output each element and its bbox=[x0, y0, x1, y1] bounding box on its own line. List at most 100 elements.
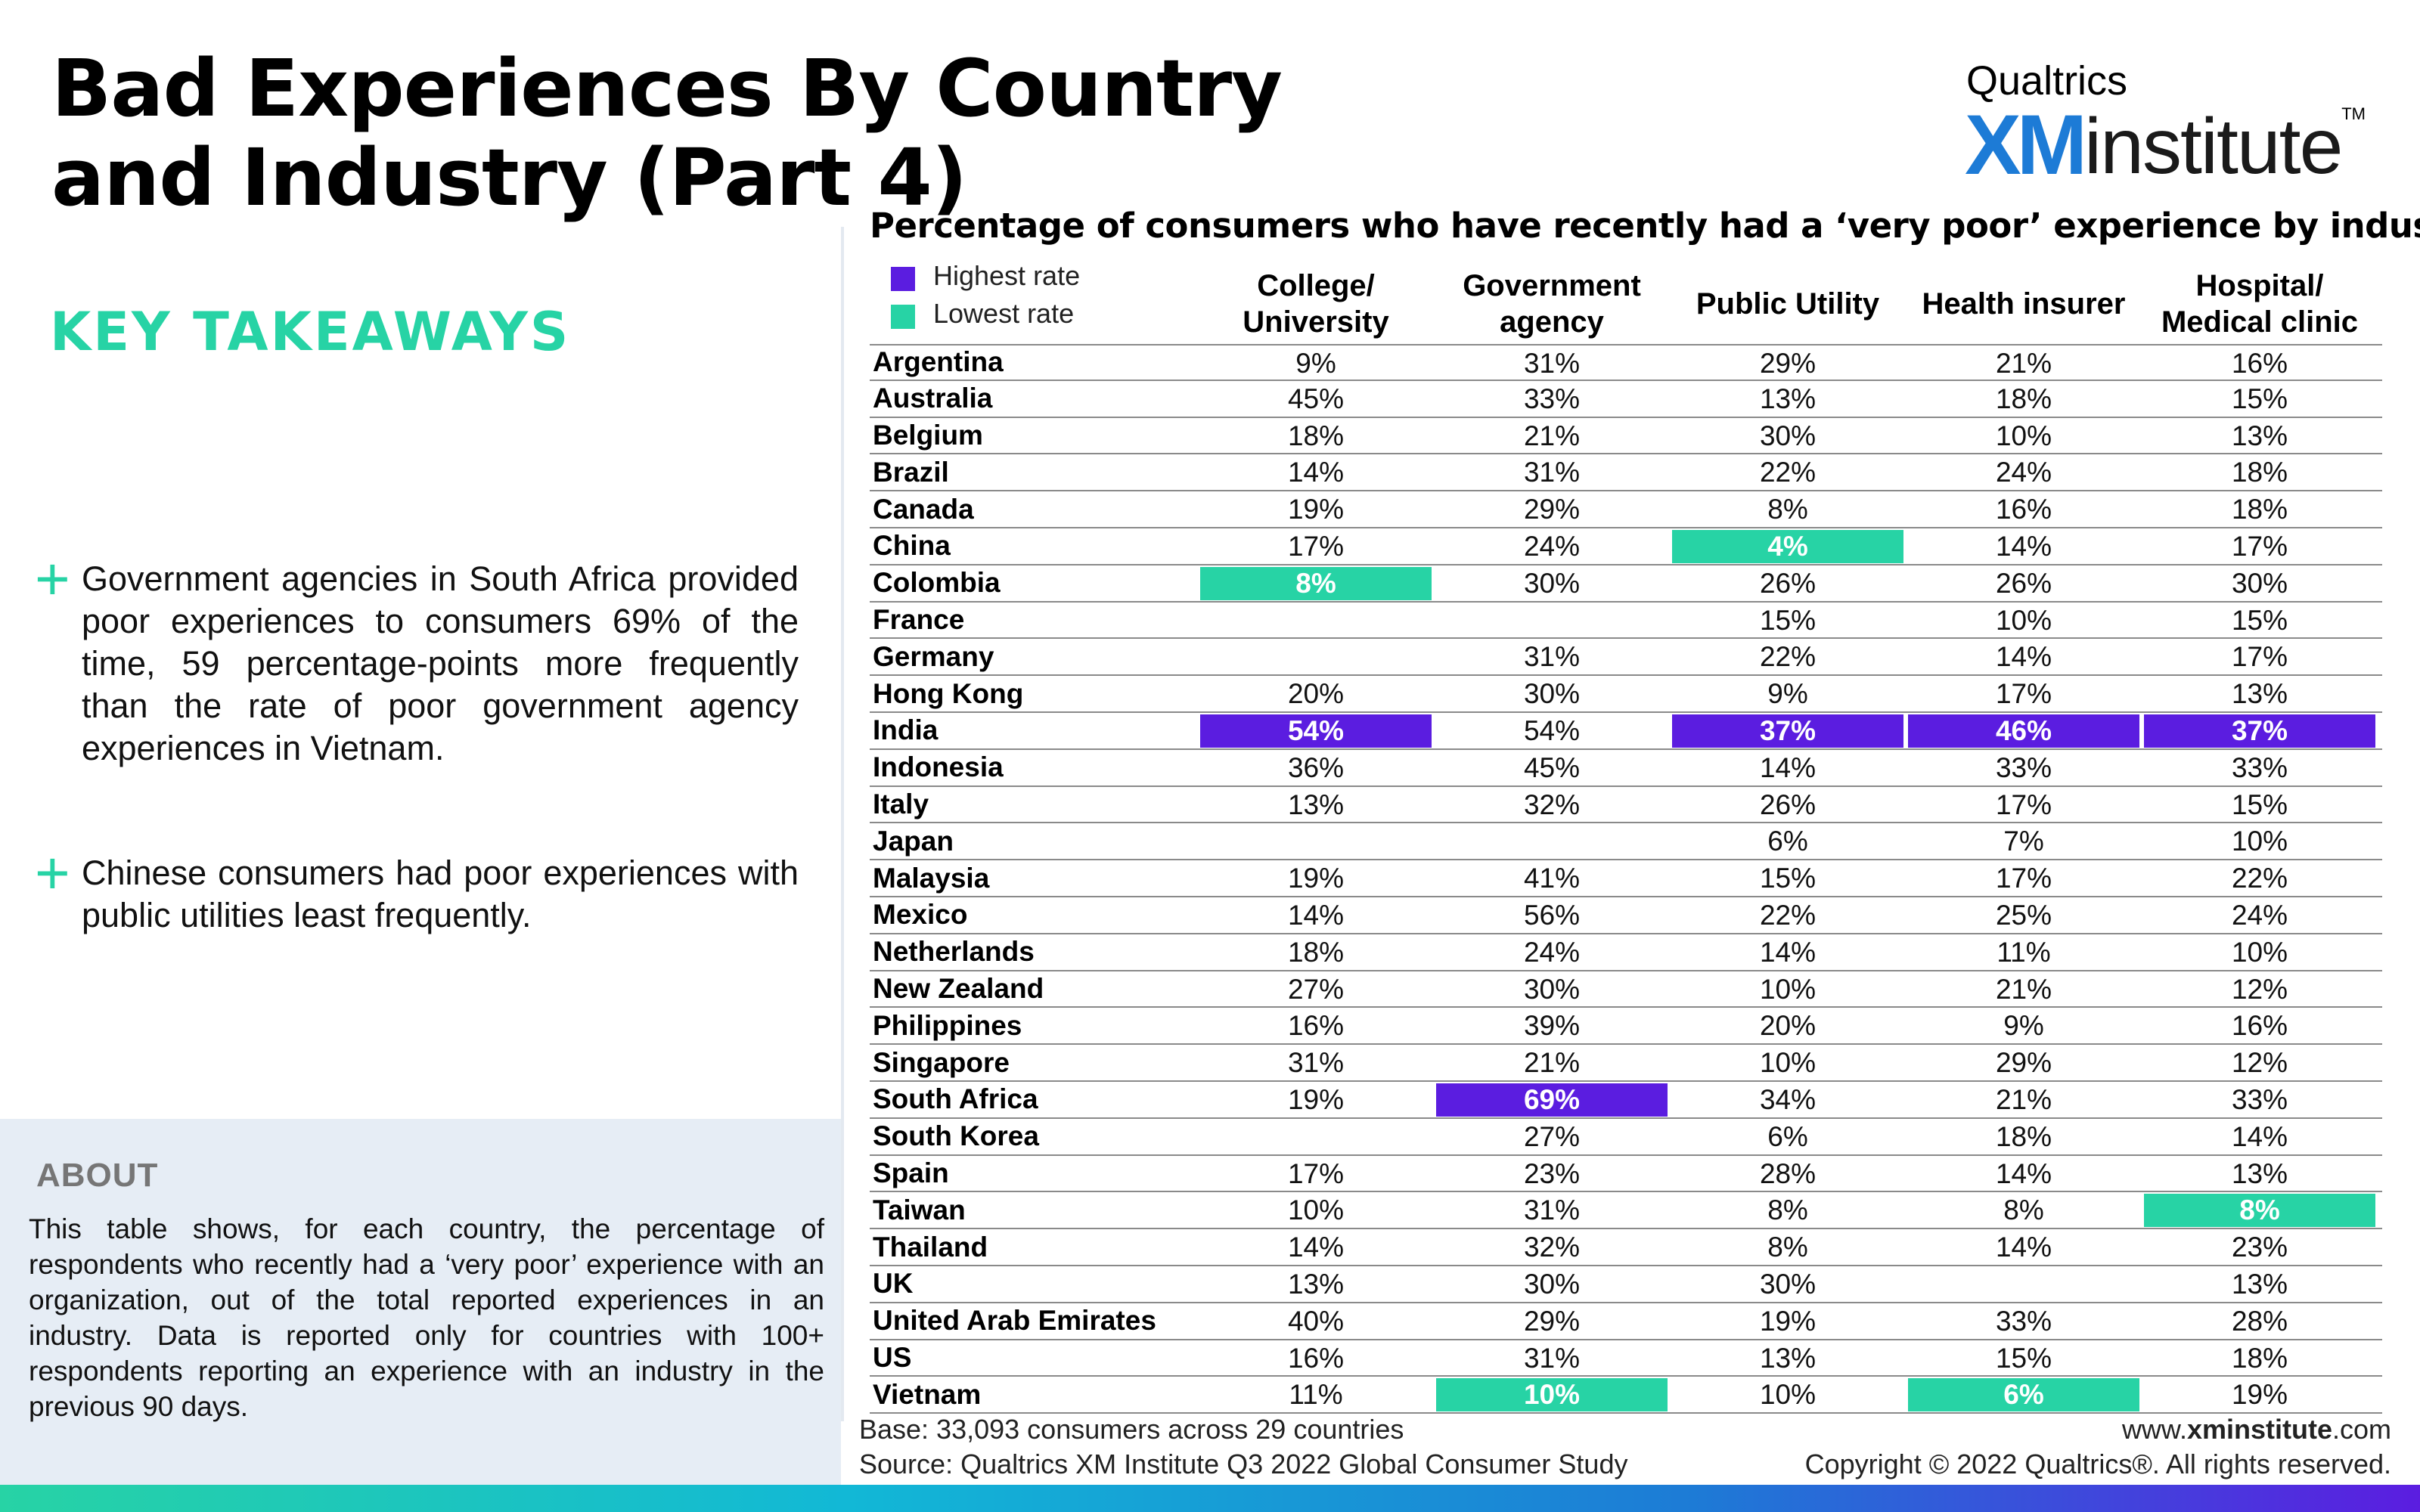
table-row: US 16% 31% 13% 15% 18% bbox=[870, 1340, 2382, 1377]
country-label: Canada bbox=[873, 493, 974, 525]
table-cell: 10% bbox=[1995, 604, 2052, 636]
takeaway-text: Chinese consumers had poor experiences w… bbox=[82, 854, 799, 934]
table-cell: 17% bbox=[1995, 678, 2052, 710]
table-cell: 30% bbox=[1523, 1268, 1581, 1300]
bottom-gradient-bar bbox=[0, 1485, 2420, 1512]
copyright-note: Copyright © 2022 Qualtrics®. All rights … bbox=[1804, 1448, 2391, 1479]
table-cell: 19% bbox=[1287, 494, 1345, 525]
table-row: Philippines 16% 39% 20% 9% 16% bbox=[870, 1008, 2382, 1046]
table-cell: 31% bbox=[1523, 1194, 1581, 1226]
website-link[interactable]: www.xminstitute.com bbox=[2121, 1414, 2391, 1445]
table-row: South Africa 19% 69% 34% 21% 33% bbox=[870, 1082, 2382, 1119]
table-cell: 18% bbox=[1995, 383, 2052, 414]
plus-icon: + bbox=[35, 545, 70, 612]
table-cell: 17% bbox=[1287, 530, 1345, 562]
table-cell: 30% bbox=[1523, 973, 1581, 1005]
table-cell bbox=[1436, 604, 1668, 637]
table-cell: 21% bbox=[1995, 973, 2052, 1005]
table-cell: 17% bbox=[2231, 530, 2288, 562]
column-header: College/University bbox=[1243, 269, 1389, 339]
country-label: Taiwan bbox=[873, 1194, 966, 1225]
table-cell bbox=[1200, 604, 1432, 637]
table-cell: 15% bbox=[1759, 604, 1817, 636]
table-cell: 8% bbox=[1200, 566, 1432, 600]
table-row: Italy 13% 32% 26% 17% 15% bbox=[870, 787, 2382, 824]
table-cell: 13% bbox=[1287, 789, 1345, 820]
table-cell: 23% bbox=[2231, 1232, 2288, 1263]
table-title: Percentage of consumers who have recentl… bbox=[870, 206, 2420, 246]
table-cell: 14% bbox=[1287, 457, 1345, 488]
table-cell: 6% bbox=[1908, 1378, 2139, 1412]
table-cell: 29% bbox=[1523, 1305, 1581, 1337]
table-cell: 18% bbox=[1995, 1120, 2052, 1152]
base-note: Base: 33,093 consumers across 29 countri… bbox=[859, 1414, 1404, 1445]
column-header: Public Utility bbox=[1696, 287, 1880, 321]
page-title: Bad Experiences By Country and Industry … bbox=[51, 42, 1283, 224]
table-cell: 22% bbox=[1759, 899, 1817, 931]
table-cell: 14% bbox=[1995, 530, 2052, 562]
table-cell: 27% bbox=[1287, 973, 1345, 1005]
takeaway-text: Government agencies in South Africa prov… bbox=[82, 559, 799, 767]
country-label: South Africa bbox=[873, 1083, 1038, 1115]
table-row: Japan 6% 7% 10% bbox=[870, 823, 2382, 861]
source-note: Source: Qualtrics XM Institute Q3 2022 G… bbox=[859, 1448, 1628, 1479]
table-cell: 13% bbox=[1287, 1268, 1345, 1300]
country-label: Mexico bbox=[873, 899, 968, 931]
table-cell: 31% bbox=[1523, 1342, 1581, 1374]
table-cell: 30% bbox=[1523, 567, 1581, 599]
country-label: United Arab Emirates bbox=[873, 1305, 1156, 1337]
table-cell: 18% bbox=[1287, 936, 1345, 968]
table-cell: 29% bbox=[1759, 348, 1817, 379]
table-cell: 22% bbox=[1759, 641, 1817, 673]
table-cell: 9% bbox=[2003, 1010, 2044, 1042]
table-cell: 33% bbox=[2231, 751, 2288, 783]
country-label: India bbox=[873, 714, 939, 746]
table-row: Brazil 14% 31% 22% 24% 18% bbox=[870, 454, 2382, 492]
table-cell: 16% bbox=[2231, 348, 2288, 379]
table-cell: 10% bbox=[1995, 420, 2052, 451]
legend-label: Highest rate bbox=[933, 260, 1081, 291]
table-cell: 12% bbox=[2231, 973, 2288, 1005]
table-row: Australia 45% 33% 13% 18% 15% bbox=[870, 381, 2382, 418]
country-label: US bbox=[873, 1341, 912, 1373]
table-cell: 46% bbox=[1908, 714, 2139, 748]
table-cell: 10% bbox=[2231, 826, 2288, 857]
table-row: Spain 17% 23% 28% 14% 13% bbox=[870, 1156, 2382, 1193]
legend-swatch-highest bbox=[891, 267, 915, 291]
table-cell: 29% bbox=[1995, 1047, 2052, 1079]
table-cell: 26% bbox=[1759, 567, 1817, 599]
table-cell: 21% bbox=[1523, 1047, 1581, 1079]
table-row: Colombia 8% 30% 26% 26% 30% bbox=[870, 565, 2382, 603]
table-cell: 15% bbox=[2231, 789, 2288, 820]
table-cell: 22% bbox=[1759, 457, 1817, 488]
table-cell: 14% bbox=[1995, 1232, 2052, 1263]
table-cell: 6% bbox=[1767, 826, 1808, 857]
table-cell: 8% bbox=[1767, 1194, 1808, 1226]
table-cell: 32% bbox=[1523, 1232, 1581, 1263]
table-cell bbox=[1200, 1120, 1432, 1154]
country-label: Colombia bbox=[873, 567, 1001, 599]
table-cell: 16% bbox=[1995, 494, 2052, 525]
table-cell: 28% bbox=[2231, 1305, 2288, 1337]
table-row: France 15% 10% 15% bbox=[870, 603, 2382, 640]
table-cell: 12% bbox=[2231, 1047, 2288, 1079]
country-label: France bbox=[873, 603, 965, 635]
table-cell: 8% bbox=[1767, 1232, 1808, 1263]
table-cell: 26% bbox=[1995, 567, 2052, 599]
vertical-divider bbox=[841, 227, 844, 1421]
country-label: Japan bbox=[873, 825, 954, 857]
country-label: Vietnam bbox=[873, 1378, 982, 1410]
table-cell: 6% bbox=[1767, 1120, 1808, 1152]
about-text: This table shows, for each country, the … bbox=[29, 1213, 824, 1422]
table-row: China 17% 24% 4% 14% 17% bbox=[870, 528, 2382, 565]
logo-brand: Qualtrics bbox=[1966, 58, 2128, 104]
table-cell: 21% bbox=[1523, 420, 1581, 451]
table-row: Hong Kong 20% 30% 9% 17% 13% bbox=[870, 676, 2382, 713]
table-cell: 20% bbox=[1287, 678, 1345, 710]
key-takeaways-heading: KEY TAKEAWAYS bbox=[50, 301, 571, 363]
country-label: South Korea bbox=[873, 1120, 1039, 1152]
table-row: Canada 19% 29% 8% 16% 18% bbox=[870, 491, 2382, 528]
country-label: Argentina bbox=[873, 346, 1004, 378]
country-label: Italy bbox=[873, 788, 929, 820]
about-heading: ABOUT bbox=[36, 1157, 159, 1194]
